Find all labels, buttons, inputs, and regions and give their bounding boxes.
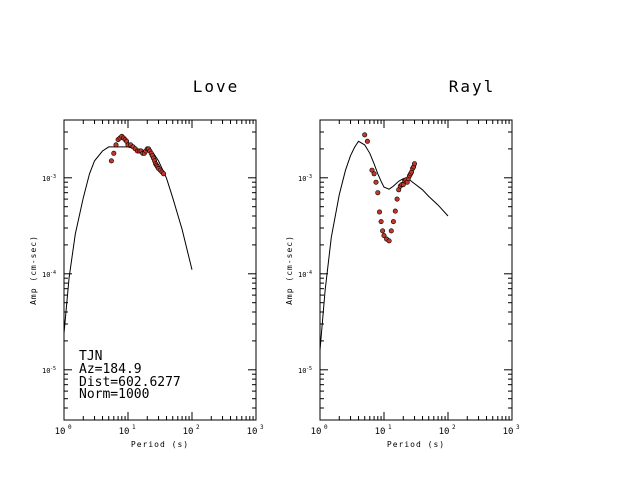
rayl-x-tick-label: 10 <box>439 427 450 437</box>
rayl-observed-point <box>386 238 392 244</box>
rayl-observed-point <box>376 209 382 215</box>
love-y-tick-label: 10 <box>42 367 50 375</box>
love-station-info: TJN Az=184.9 Dist=602.6277 Norm=1000 <box>79 349 181 402</box>
rayl-observed-point <box>390 219 396 225</box>
love-y-tick-label-exponent: -5 <box>50 366 56 372</box>
rayl-y-tick-label: 10 <box>298 367 306 375</box>
rayl-observed-point <box>373 179 379 185</box>
rayl-y-tick-label-exponent: -3 <box>306 174 312 180</box>
rayl-observed-point <box>411 161 417 167</box>
rayl-y-tick-label: 10 <box>298 175 306 183</box>
love-x-tick-label-exponent: 2 <box>196 424 200 431</box>
rayl-x-tick-label: 10 <box>375 427 386 437</box>
station-azimuth: Az=184.9 <box>79 362 142 377</box>
rayl-observed-point <box>380 228 386 234</box>
rayl-observed-point <box>392 208 398 214</box>
love-x-tick-label: 10 <box>183 427 194 437</box>
rayl-observed-point <box>362 132 368 138</box>
rayl-observed-point <box>364 138 370 144</box>
rayl-observed-point <box>371 171 377 177</box>
rayl-observed-point <box>375 190 381 196</box>
love-x-tick-label-exponent: 1 <box>132 424 136 431</box>
love-x-tick-label: 10 <box>55 427 66 437</box>
love-panel: Love Period (s) Amp (cm-sec) TJN Az=184.… <box>29 77 264 449</box>
love-y-tick-label: 10 <box>42 271 50 279</box>
love-y-axis-label: Amp (cm-sec) <box>29 235 38 305</box>
rayl-observed-point <box>394 196 400 202</box>
rayl-y-axis-label: Amp (cm-sec) <box>285 235 294 305</box>
rayl-y-tick-label-exponent: -4 <box>306 270 312 276</box>
rayl-x-tick-label: 10 <box>311 427 322 437</box>
love-plot-frame <box>63 119 257 421</box>
love-x-tick-label: 10 <box>247 427 258 437</box>
station-distance: Dist=602.6277 <box>79 375 181 390</box>
rayl-observed-point <box>381 233 387 239</box>
station-normalization: Norm=1000 <box>79 387 149 402</box>
rayl-observed-point <box>378 219 384 225</box>
rayl-observed-point <box>369 167 375 173</box>
love-x-tick-label: 10 <box>119 427 130 437</box>
rayl-x-tick-label-exponent: 3 <box>516 424 520 431</box>
rayl-observed-point <box>388 228 394 234</box>
love-model-curve <box>63 146 193 334</box>
love-observed-point <box>161 171 167 177</box>
rayl-model-curve <box>319 140 449 351</box>
station-code: TJN <box>79 349 102 364</box>
rayl-x-axis-label: Period (s) <box>387 440 445 449</box>
love-x-tick-label-exponent: 3 <box>260 424 264 431</box>
love-observed-point <box>111 150 117 156</box>
love-x-axis-label: Period (s) <box>131 440 189 449</box>
rayl-x-tick-label-exponent: 1 <box>388 424 392 431</box>
love-y-tick-label-exponent: -3 <box>50 174 56 180</box>
rayl-y-tick-label: 10 <box>298 271 306 279</box>
love-observed-point <box>108 158 114 164</box>
rayl-panel: Rayl Period (s) Amp (cm-sec) 10 0 10 1 10 2 10… <box>285 77 520 449</box>
rayl-panel-title: Rayl <box>449 77 496 96</box>
love-panel-title: Love <box>193 77 240 96</box>
rayl-x-tick-label-exponent: 0 <box>324 424 328 431</box>
love-y-tick-label-exponent: -4 <box>50 270 56 276</box>
rayl-plot-frame <box>319 119 513 421</box>
rayl-y-tick-label-exponent: -5 <box>306 366 312 372</box>
rayl-x-tick-label: 10 <box>503 427 514 437</box>
rayl-x-tick-label-exponent: 2 <box>452 424 456 431</box>
love-y-tick-label: 10 <box>42 175 50 183</box>
love-x-tick-label-exponent: 0 <box>68 424 72 431</box>
love-observed-point <box>113 142 119 148</box>
